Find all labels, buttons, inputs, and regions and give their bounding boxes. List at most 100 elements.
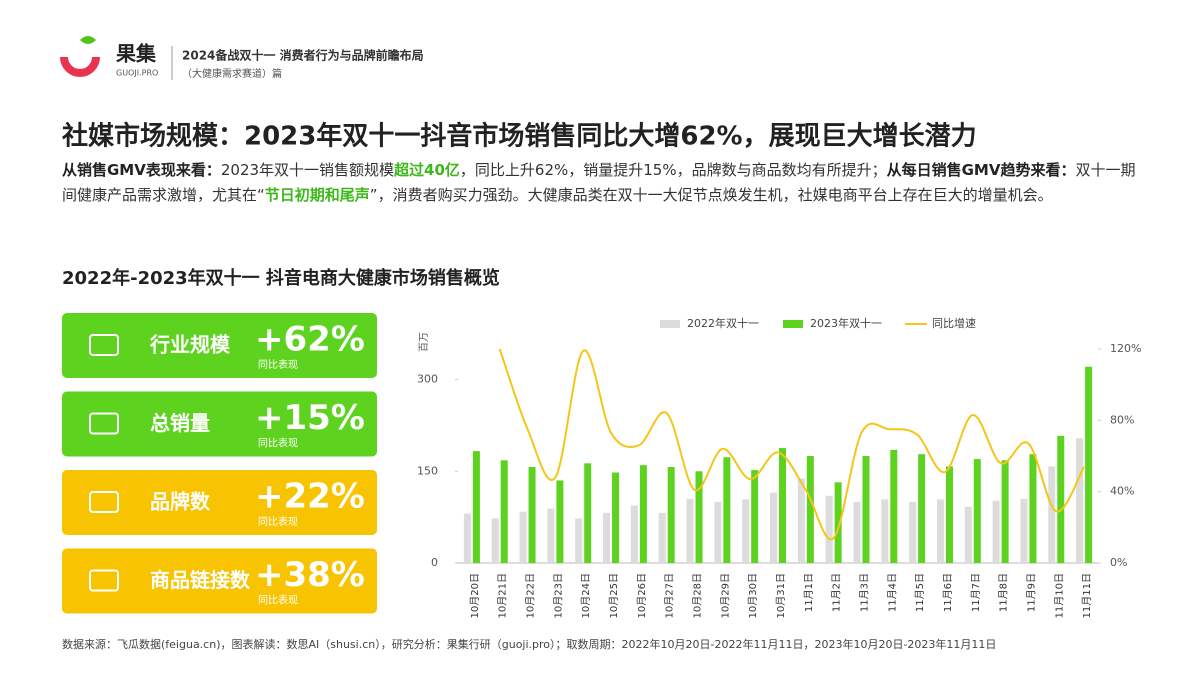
summary-text: ，同比上升62%，销量提升15%，品牌数与商品数均有所提升；	[459, 161, 887, 179]
bar	[862, 456, 870, 563]
x-tick-label: 10月29日	[719, 573, 731, 618]
bar	[519, 511, 527, 563]
x-tick-label: 10月24日	[580, 573, 592, 618]
bar	[639, 465, 647, 563]
bar	[918, 454, 926, 563]
bar	[1029, 454, 1037, 563]
x-tick-label: 10月30日	[747, 573, 759, 618]
y2-tick-label: 120%	[1110, 342, 1141, 355]
bar	[472, 451, 480, 563]
bar	[1020, 498, 1028, 563]
y-tick-label: 0	[431, 556, 438, 569]
bar	[825, 495, 833, 563]
x-tick-label: 11月4日	[886, 573, 898, 612]
x-tick-label: 10月31日	[775, 573, 787, 618]
card-icon	[89, 334, 119, 356]
logo	[60, 36, 100, 77]
card-note: 同比表现	[258, 594, 298, 607]
y-tick-label: 150	[417, 464, 438, 477]
report-title: 2024备战双十一 消费者行为与品牌前瞻布局	[182, 48, 424, 63]
y2-tick-label: 40%	[1110, 485, 1134, 498]
x-tick-label: 10月27日	[664, 573, 676, 618]
bar	[992, 500, 1000, 563]
bar	[714, 501, 722, 563]
bar	[556, 480, 564, 563]
x-tick-label: 10月28日	[692, 573, 704, 618]
bar	[751, 470, 759, 563]
card-value: +15%	[255, 398, 365, 438]
legend-swatch	[783, 320, 803, 328]
bar	[686, 498, 694, 563]
x-tick-label: 10月22日	[525, 573, 537, 618]
card-label: 总销量	[150, 411, 210, 435]
bar	[853, 501, 861, 563]
headline: 社媒市场规模：2023年双十一抖音市场销售同比大增62%，展现巨大增长潜力	[62, 121, 977, 152]
card-value: +62%	[255, 320, 365, 360]
report-subtitle: （大健康需求赛道）篇	[182, 67, 282, 80]
summary-highlight: 超过40亿	[394, 161, 460, 179]
bar	[1048, 466, 1056, 563]
y-axis-title: 百万	[418, 332, 430, 352]
legend-label: 2022年双十一	[687, 316, 759, 330]
bar	[973, 459, 981, 563]
x-tick-label: 10月21日	[497, 573, 509, 618]
card-icon	[89, 569, 119, 592]
summary-lead: 从销售GMV表现来看：	[62, 161, 221, 179]
bar	[1085, 366, 1093, 563]
summary-text: 2023年双十一销售额规模	[220, 161, 395, 179]
bar	[964, 506, 972, 563]
y-tick-label: 300	[417, 373, 438, 386]
x-tick-label: 10月23日	[552, 573, 564, 618]
bar	[881, 499, 889, 563]
card	[62, 313, 377, 378]
x-tick-label: 11月2日	[831, 573, 843, 612]
legend-label: 2023年双十一	[810, 316, 882, 330]
card-note: 同比表现	[258, 437, 298, 450]
x-tick-label: 11月8日	[998, 573, 1010, 612]
x-tick-label: 11月6日	[942, 573, 954, 612]
bar	[945, 466, 953, 563]
bar	[695, 471, 703, 563]
bar	[834, 482, 842, 563]
brand: 果集	[116, 42, 157, 66]
bar	[603, 512, 611, 563]
card-label: 商品链接数	[150, 568, 251, 592]
legend-swatch	[660, 320, 680, 328]
logo-mark	[60, 56, 100, 77]
y2-tick-label: 0%	[1110, 556, 1127, 569]
x-tick-label: 11月9日	[1025, 573, 1037, 612]
card-note: 同比表现	[258, 358, 298, 371]
bar	[909, 501, 917, 563]
bar	[547, 508, 555, 563]
growth-line	[498, 348, 1085, 541]
bar	[584, 463, 592, 563]
x-tick-label: 11月7日	[970, 573, 982, 612]
bar	[500, 460, 508, 563]
x-tick-label: 11月3日	[858, 573, 870, 612]
x-tick-label: 10月20日	[469, 573, 481, 618]
bar	[667, 467, 675, 563]
logo-leaf	[80, 36, 96, 44]
bar	[890, 449, 898, 563]
bar	[612, 472, 620, 563]
bar	[797, 478, 805, 563]
x-tick-label: 11月11日	[1081, 573, 1093, 618]
card-value: +38%	[255, 555, 365, 595]
legend-label: 同比增速	[932, 316, 976, 330]
summary-lead: 从每日销售GMV趋势来看：	[886, 161, 1076, 179]
summary: 从销售GMV表现来看：2023年双十一销售额规模超过40亿，同比上升62%，销量…	[62, 158, 1142, 208]
bar	[742, 499, 750, 563]
bar	[770, 492, 777, 563]
card-value: +22%	[255, 477, 365, 517]
x-tick-label: 11月10日	[1053, 573, 1065, 618]
brand-sub: GUOJI.PRO	[116, 69, 158, 78]
bar	[723, 457, 731, 563]
chart: 百万 0 150 300 0% 40% 80% 120% 10月20日 10月21日 10月22日 1…	[417, 316, 1141, 618]
footer: 数据来源：飞瓜数据(feigua.cn)，图表解读：数思AI（shusi.cn）…	[62, 637, 996, 651]
summary-highlight: 节日初期和尾声	[264, 186, 370, 204]
y2-tick-label: 80%	[1110, 413, 1134, 426]
card	[62, 470, 377, 535]
bar	[491, 518, 499, 563]
